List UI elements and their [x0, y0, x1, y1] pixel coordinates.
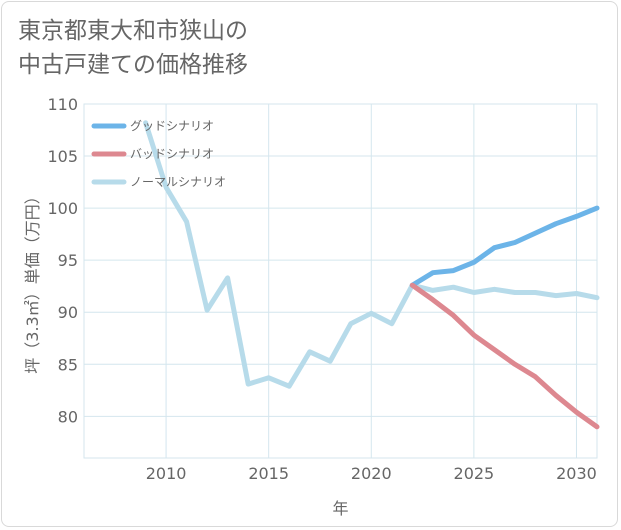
x-axis-label: 年 [332, 499, 348, 518]
y-tick-label: 85 [58, 355, 78, 374]
y-tick-label: 95 [58, 251, 78, 270]
legend-label: バッドシナリオ [130, 147, 214, 161]
legend-label: ノーマルシナリオ [130, 175, 226, 189]
series-line-1 [409, 205, 600, 288]
y-axis-label: 坪（3.3㎡）単価（万円） [23, 188, 42, 373]
y-tick-label: 90 [58, 303, 78, 322]
series-line-2 [409, 282, 600, 430]
y-tick-label: 110 [47, 95, 78, 114]
x-tick-label: 2010 [146, 464, 187, 483]
series-line-3 [143, 120, 600, 389]
y-tick-label: 100 [47, 199, 78, 218]
chart-title: 東京都東大和市狭山の 中古戸建ての価格推移 [18, 14, 248, 82]
axes: 80 85 90 95 100 105 110 2010 2015 2020 2025 2030 [47, 95, 596, 483]
x-tick-label: 2025 [454, 464, 495, 483]
series-lines [143, 120, 600, 430]
y-tick-label: 105 [47, 147, 78, 166]
x-tick-label: 2020 [351, 464, 392, 483]
legend-label: グッドシナリオ [130, 119, 214, 133]
chart-title-line-2: 中古戸建ての価格推移 [18, 52, 248, 78]
chart-title-line-1: 東京都東大和市狭山の [18, 18, 248, 44]
x-tick-label: 2030 [556, 464, 597, 483]
x-tick-label: 2015 [248, 464, 289, 483]
y-tick-label: 80 [58, 407, 78, 426]
